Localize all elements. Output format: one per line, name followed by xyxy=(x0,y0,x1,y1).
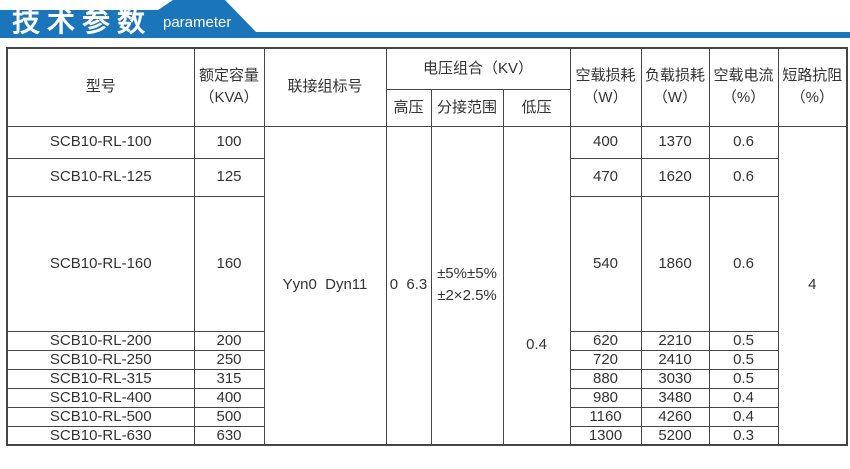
load-loss-cell: 1860 xyxy=(640,195,710,332)
capacity-cell: 250 xyxy=(193,349,265,370)
col-header-impedance-line1: 短路抗阻 xyxy=(782,67,843,85)
lv-value-cell: 0.4 xyxy=(502,125,571,446)
col-header-capacity-line1: 额定容量 xyxy=(198,67,259,85)
table-row: SCB10-RL-250 250 720 2410 0.5 xyxy=(6,349,847,370)
connection-value-cell: Yyn0 Dyn11 xyxy=(263,125,387,446)
load-loss-cell: 3480 xyxy=(640,387,710,408)
banner-shape xyxy=(0,0,850,38)
load-loss-cell: 2410 xyxy=(640,349,710,370)
no-load-current-cell: 0.3 xyxy=(708,425,779,446)
col-header-hv: 高压 xyxy=(385,88,432,127)
no-load-current-cell: 0.4 xyxy=(708,387,779,408)
col-header-no-load-current-line2: （%） xyxy=(721,89,766,107)
model-cell: SCB10-RL-200 xyxy=(6,330,195,351)
capacity-cell: 160 xyxy=(193,195,265,332)
table-row: SCB10-RL-630 630 1300 5200 0.3 xyxy=(6,425,847,446)
load-loss-cell: 4260 xyxy=(640,406,710,427)
no-load-loss-cell: 1160 xyxy=(569,406,642,427)
page-title: 技术参数 xyxy=(12,6,153,37)
table-row: SCB10-RL-125 125 470 1620 0.6 xyxy=(6,157,847,197)
load-loss-cell: 3030 xyxy=(640,368,710,389)
load-loss-cell: 1370 xyxy=(640,125,710,159)
col-header-no-load-loss: 空载损耗 （W） xyxy=(569,47,642,127)
model-cell: SCB10-RL-160 xyxy=(6,195,195,332)
capacity-cell: 630 xyxy=(193,425,265,446)
no-load-current-cell: 0.6 xyxy=(708,125,779,159)
load-loss-cell: 1620 xyxy=(640,157,710,197)
model-cell: SCB10-RL-315 xyxy=(6,368,195,389)
table-row: SCB10-RL-315 315 880 3030 0.5 xyxy=(6,368,847,389)
no-load-current-cell: 0.4 xyxy=(708,406,779,427)
no-load-loss-cell: 400 xyxy=(569,125,642,159)
capacity-cell: 100 xyxy=(193,125,265,159)
col-header-voltage-group: 电压组合（KV） xyxy=(385,47,571,90)
no-load-current-cell: 0.6 xyxy=(708,157,779,197)
col-header-lv: 低压 xyxy=(502,88,571,127)
impedance-value-cell: 4 xyxy=(777,125,848,446)
col-header-no-load-current: 空载电流 （%） xyxy=(708,47,779,127)
no-load-loss-cell: 470 xyxy=(569,157,642,197)
col-header-capacity: 额定容量 （KVA） xyxy=(193,47,265,127)
table-row: SCB10-RL-100 100 Yyn0 Dyn11 0 6.3 ±5%±5%… xyxy=(6,125,848,446)
col-header-impedance-line2: （%） xyxy=(790,89,834,107)
page-subtitle: parameter xyxy=(163,14,232,31)
table-row: SCB10-RL-500 500 1160 4260 0.4 xyxy=(6,406,847,427)
col-header-load-loss: 负载损耗 （W） xyxy=(640,47,710,127)
capacity-cell: 315 xyxy=(193,368,265,389)
col-header-capacity-line2: （KVA） xyxy=(199,89,259,107)
col-header-load-loss-line1: 负载损耗 xyxy=(645,67,706,85)
no-load-loss-cell: 1300 xyxy=(569,425,642,446)
table-row: SCB10-RL-200 200 620 2210 0.5 xyxy=(6,330,847,351)
col-header-model: 型号 xyxy=(6,47,195,127)
no-load-current-cell: 0.5 xyxy=(708,349,779,370)
no-load-loss-cell: 980 xyxy=(569,387,642,408)
no-load-loss-cell: 620 xyxy=(569,330,642,351)
tech-params-table: 型号 额定容量 （KVA） 联接组标号 电压组合（KV） 空载损耗 （W） 负载… xyxy=(6,47,849,446)
section-banner: 技术参数 parameter xyxy=(0,0,850,40)
capacity-cell: 400 xyxy=(193,387,265,408)
table-row: SCB10-RL-160 160 540 1860 0.6 xyxy=(6,195,847,332)
no-load-loss-cell: 880 xyxy=(569,368,642,389)
capacity-cell: 125 xyxy=(193,157,265,197)
model-cell: SCB10-RL-630 xyxy=(6,425,195,446)
capacity-cell: 500 xyxy=(193,406,265,427)
tap-range-value-cell: ±5%±5% ±2×2.5% xyxy=(430,125,504,446)
model-cell: SCB10-RL-500 xyxy=(6,406,195,427)
no-load-current-cell: 0.6 xyxy=(708,195,779,332)
lv-value: 0.4 xyxy=(526,335,547,353)
col-header-no-load-loss-line1: 空载损耗 xyxy=(575,67,636,85)
col-header-connection: 联接组标号 xyxy=(263,47,387,127)
col-header-no-load-current-line1: 空载电流 xyxy=(713,67,774,85)
model-cell: SCB10-RL-125 xyxy=(6,157,195,197)
col-header-load-loss-line2: （W） xyxy=(652,89,698,107)
tap-range-line2: ±2×2.5% xyxy=(437,287,497,305)
load-loss-cell: 5200 xyxy=(640,425,710,446)
no-load-current-cell: 0.5 xyxy=(708,368,779,389)
col-header-tap-range: 分接范围 xyxy=(430,88,504,127)
col-header-impedance: 短路抗阻 （%） xyxy=(777,47,848,127)
no-load-loss-cell: 720 xyxy=(569,349,642,370)
model-cell: SCB10-RL-400 xyxy=(6,387,195,408)
hv-value-cell: 0 6.3 xyxy=(385,125,432,446)
model-cell: SCB10-RL-250 xyxy=(6,349,195,370)
load-loss-cell: 2210 xyxy=(640,330,710,351)
no-load-current-cell: 0.5 xyxy=(708,330,779,351)
model-cell: SCB10-RL-100 xyxy=(6,125,195,159)
no-load-loss-cell: 540 xyxy=(569,195,642,332)
col-header-no-load-loss-line2: （W） xyxy=(583,89,628,107)
tap-range-line1: ±5%±5% xyxy=(437,265,497,283)
capacity-cell: 200 xyxy=(193,330,265,351)
